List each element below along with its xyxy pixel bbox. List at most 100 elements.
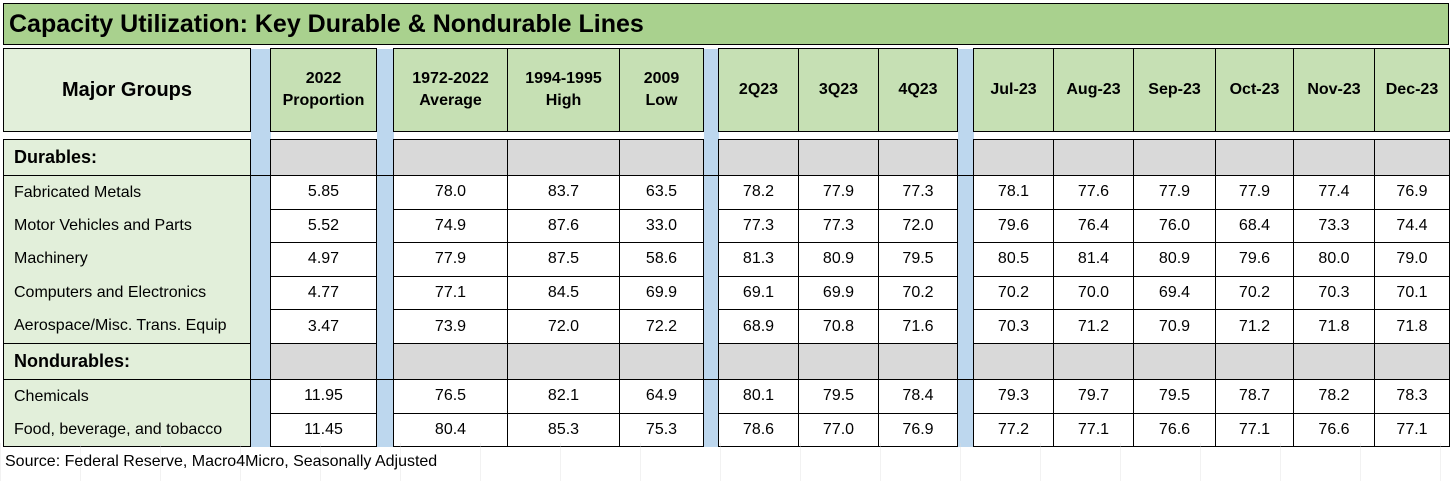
value-cell[interactable]: 79.0 <box>1374 242 1450 277</box>
section-band-cell[interactable] <box>1215 139 1294 176</box>
value-cell[interactable]: 74.9 <box>393 208 508 244</box>
column-header[interactable]: 2022 Proportion <box>270 48 377 132</box>
value-cell[interactable]: 76.9 <box>878 412 958 448</box>
section-band-cell[interactable] <box>619 342 704 380</box>
value-cell[interactable]: 81.3 <box>718 242 799 277</box>
section-band-cell[interactable] <box>878 342 958 380</box>
value-cell[interactable]: 11.45 <box>270 412 377 448</box>
section-band-cell[interactable] <box>507 342 620 380</box>
value-cell[interactable]: 76.6 <box>1293 412 1375 448</box>
value-cell[interactable]: 77.1 <box>1374 412 1450 448</box>
value-cell[interactable]: 78.2 <box>718 175 799 210</box>
section-band-cell[interactable] <box>270 342 377 380</box>
value-cell[interactable]: 64.9 <box>619 378 704 414</box>
section-band-cell[interactable] <box>718 342 799 380</box>
column-header[interactable]: 2009 Low <box>619 48 704 132</box>
section-band-cell[interactable] <box>798 139 879 176</box>
column-header[interactable]: 1972-2022 Average <box>393 48 508 132</box>
value-cell[interactable]: 78.1 <box>973 175 1054 210</box>
value-cell[interactable]: 78.6 <box>718 412 799 448</box>
section-band-cell[interactable] <box>393 342 508 380</box>
section-band-cell[interactable] <box>1053 139 1134 176</box>
value-cell[interactable]: 58.6 <box>619 242 704 277</box>
value-cell[interactable]: 80.4 <box>393 412 508 448</box>
section-band-cell[interactable] <box>1215 342 1294 380</box>
value-cell[interactable]: 69.4 <box>1133 275 1216 311</box>
value-cell[interactable]: 11.95 <box>270 378 377 414</box>
value-cell[interactable]: 70.2 <box>1215 275 1294 311</box>
value-cell[interactable]: 68.4 <box>1215 208 1294 244</box>
section-band-cell[interactable] <box>1133 342 1216 380</box>
value-cell[interactable]: 77.1 <box>1053 412 1134 448</box>
value-cell[interactable]: 5.85 <box>270 175 377 210</box>
value-cell[interactable]: 78.7 <box>1215 378 1294 414</box>
value-cell[interactable]: 70.2 <box>878 275 958 311</box>
value-cell[interactable]: 87.6 <box>507 208 620 244</box>
value-cell[interactable]: 63.5 <box>619 175 704 210</box>
section-label[interactable]: Durables: <box>3 139 251 176</box>
value-cell[interactable]: 33.0 <box>619 208 704 244</box>
value-cell[interactable]: 77.1 <box>393 275 508 311</box>
row-label[interactable]: Food, beverage, and tobacco <box>3 413 251 448</box>
value-cell[interactable]: 70.3 <box>973 309 1054 344</box>
section-band-cell[interactable] <box>878 139 958 176</box>
value-cell[interactable]: 72.0 <box>878 208 958 244</box>
value-cell[interactable]: 70.2 <box>973 275 1054 311</box>
value-cell[interactable]: 78.4 <box>878 378 958 414</box>
value-cell[interactable]: 4.77 <box>270 275 377 311</box>
section-band-cell[interactable] <box>718 139 799 176</box>
value-cell[interactable]: 78.2 <box>1293 378 1375 414</box>
value-cell[interactable]: 80.1 <box>718 378 799 414</box>
value-cell[interactable]: 70.3 <box>1293 275 1375 311</box>
value-cell[interactable]: 79.5 <box>798 378 879 414</box>
value-cell[interactable]: 77.6 <box>1053 175 1134 210</box>
column-header[interactable]: Aug-23 <box>1053 48 1134 132</box>
value-cell[interactable]: 77.4 <box>1293 175 1375 210</box>
value-cell[interactable]: 69.9 <box>798 275 879 311</box>
value-cell[interactable]: 3.47 <box>270 309 377 344</box>
row-label[interactable]: Motor Vehicles and Parts <box>3 209 251 243</box>
value-cell[interactable]: 80.5 <box>973 242 1054 277</box>
section-band-cell[interactable] <box>393 139 508 176</box>
value-cell[interactable]: 70.1 <box>1374 275 1450 311</box>
value-cell[interactable]: 85.3 <box>507 412 620 448</box>
value-cell[interactable]: 77.3 <box>798 208 879 244</box>
value-cell[interactable]: 72.0 <box>507 309 620 344</box>
value-cell[interactable]: 80.0 <box>1293 242 1375 277</box>
column-header[interactable]: Oct-23 <box>1215 48 1294 132</box>
value-cell[interactable]: 71.8 <box>1374 309 1450 344</box>
column-header[interactable]: Sep-23 <box>1133 48 1216 132</box>
section-band-cell[interactable] <box>1374 139 1450 176</box>
value-cell[interactable]: 81.4 <box>1053 242 1134 277</box>
value-cell[interactable]: 87.5 <box>507 242 620 277</box>
section-band-cell[interactable] <box>1293 342 1375 380</box>
row-label[interactable]: Computers and Electronics <box>3 276 251 310</box>
column-header[interactable]: 1994-1995 High <box>507 48 620 132</box>
value-cell[interactable]: 79.5 <box>878 242 958 277</box>
value-cell[interactable]: 77.3 <box>718 208 799 244</box>
section-band-cell[interactable] <box>1053 342 1134 380</box>
column-header[interactable]: Dec-23 <box>1374 48 1450 132</box>
value-cell[interactable]: 73.9 <box>393 309 508 344</box>
value-cell[interactable]: 84.5 <box>507 275 620 311</box>
value-cell[interactable]: 70.9 <box>1133 309 1216 344</box>
row-label[interactable]: Machinery <box>3 242 251 277</box>
section-band-cell[interactable] <box>1293 139 1375 176</box>
value-cell[interactable]: 4.97 <box>270 242 377 277</box>
column-header[interactable]: 3Q23 <box>798 48 879 132</box>
section-band-cell[interactable] <box>619 139 704 176</box>
value-cell[interactable]: 77.0 <box>798 412 879 448</box>
value-cell[interactable]: 77.9 <box>798 175 879 210</box>
section-band-cell[interactable] <box>507 139 620 176</box>
value-cell[interactable]: 82.1 <box>507 378 620 414</box>
value-cell[interactable]: 80.9 <box>798 242 879 277</box>
section-band-cell[interactable] <box>1374 342 1450 380</box>
value-cell[interactable]: 73.3 <box>1293 208 1375 244</box>
value-cell[interactable]: 71.6 <box>878 309 958 344</box>
value-cell[interactable]: 70.8 <box>798 309 879 344</box>
value-cell[interactable]: 72.2 <box>619 309 704 344</box>
value-cell[interactable]: 78.0 <box>393 175 508 210</box>
value-cell[interactable]: 77.9 <box>393 242 508 277</box>
column-header[interactable]: Nov-23 <box>1293 48 1375 132</box>
value-cell[interactable]: 77.3 <box>878 175 958 210</box>
